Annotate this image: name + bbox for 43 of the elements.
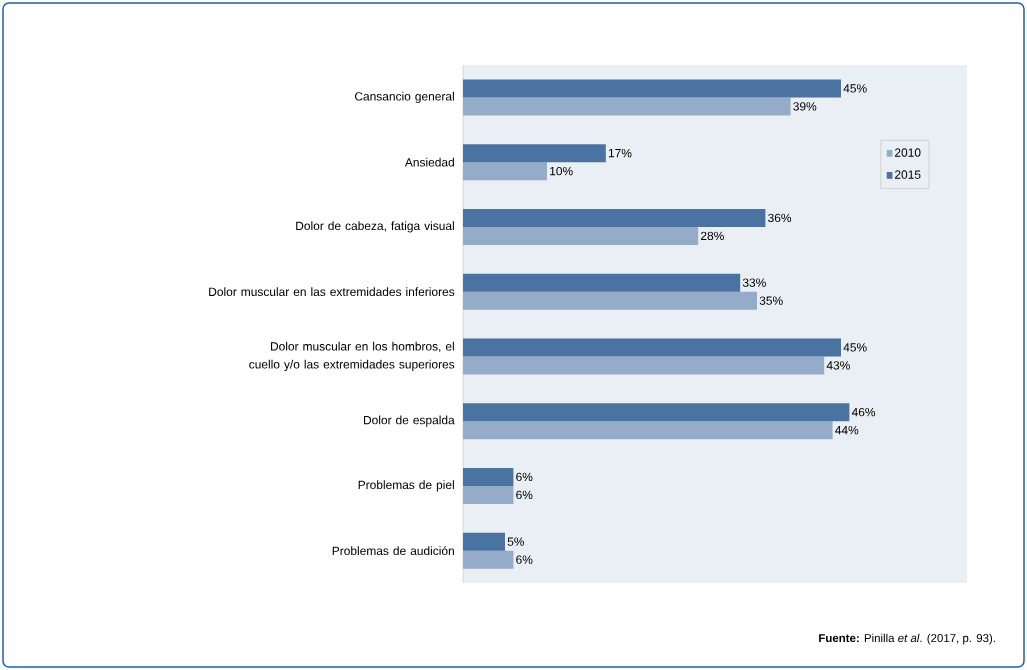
y-tick-label: Dolor muscular en las extremidades inferiores (209, 287, 455, 297)
data-label: 39% (793, 102, 817, 111)
bar (463, 291, 757, 310)
data-label: 17% (608, 148, 632, 158)
data-label: 10% (550, 166, 573, 176)
bar (463, 532, 505, 551)
bar (463, 144, 606, 163)
data-label: 44% (835, 425, 859, 435)
data-label: 6% (516, 472, 533, 482)
y-tick-label: Dolor muscular en los hombros, el cuello y/o las extremidades superiores (249, 341, 455, 371)
bar (463, 79, 841, 98)
bar (463, 97, 791, 116)
bar (463, 485, 514, 504)
bar (463, 403, 850, 422)
y-tick-label: Dolor de espalda (364, 415, 455, 427)
data-label: 36% (768, 213, 792, 223)
data-label: 6% (516, 555, 533, 564)
bar (463, 226, 699, 245)
data-label: 45% (843, 84, 867, 93)
y-tick-label: Dolor de cabeza, fatiga visual (296, 221, 454, 233)
data-label: 35% (759, 296, 783, 305)
data-label: 6% (516, 490, 533, 500)
bar (463, 338, 841, 357)
bar (463, 467, 514, 486)
y-tick-label: Problemas de piel (358, 480, 454, 492)
data-label: 46% (851, 407, 876, 417)
legend-label: 2015 (895, 170, 921, 179)
bar (463, 162, 547, 181)
text: Fuente: Pinilla et al. (2017, p. 93). (819, 633, 995, 645)
bar (463, 421, 833, 440)
data-label: 45% (843, 343, 867, 352)
legend-label: 2010 (895, 148, 921, 157)
data-label: 5% (507, 537, 525, 546)
bar (463, 356, 825, 375)
data-label: 33% (742, 278, 766, 287)
bar (463, 550, 514, 569)
data-label: 43% (826, 361, 850, 370)
y-tick-label: Problemas de audición (332, 546, 454, 556)
bar (463, 273, 741, 292)
y-tick-label: Ansiedad (404, 157, 454, 167)
y-tick-label: Cansancio general (354, 91, 454, 103)
data-label: 28% (700, 231, 724, 241)
bar (463, 208, 766, 227)
